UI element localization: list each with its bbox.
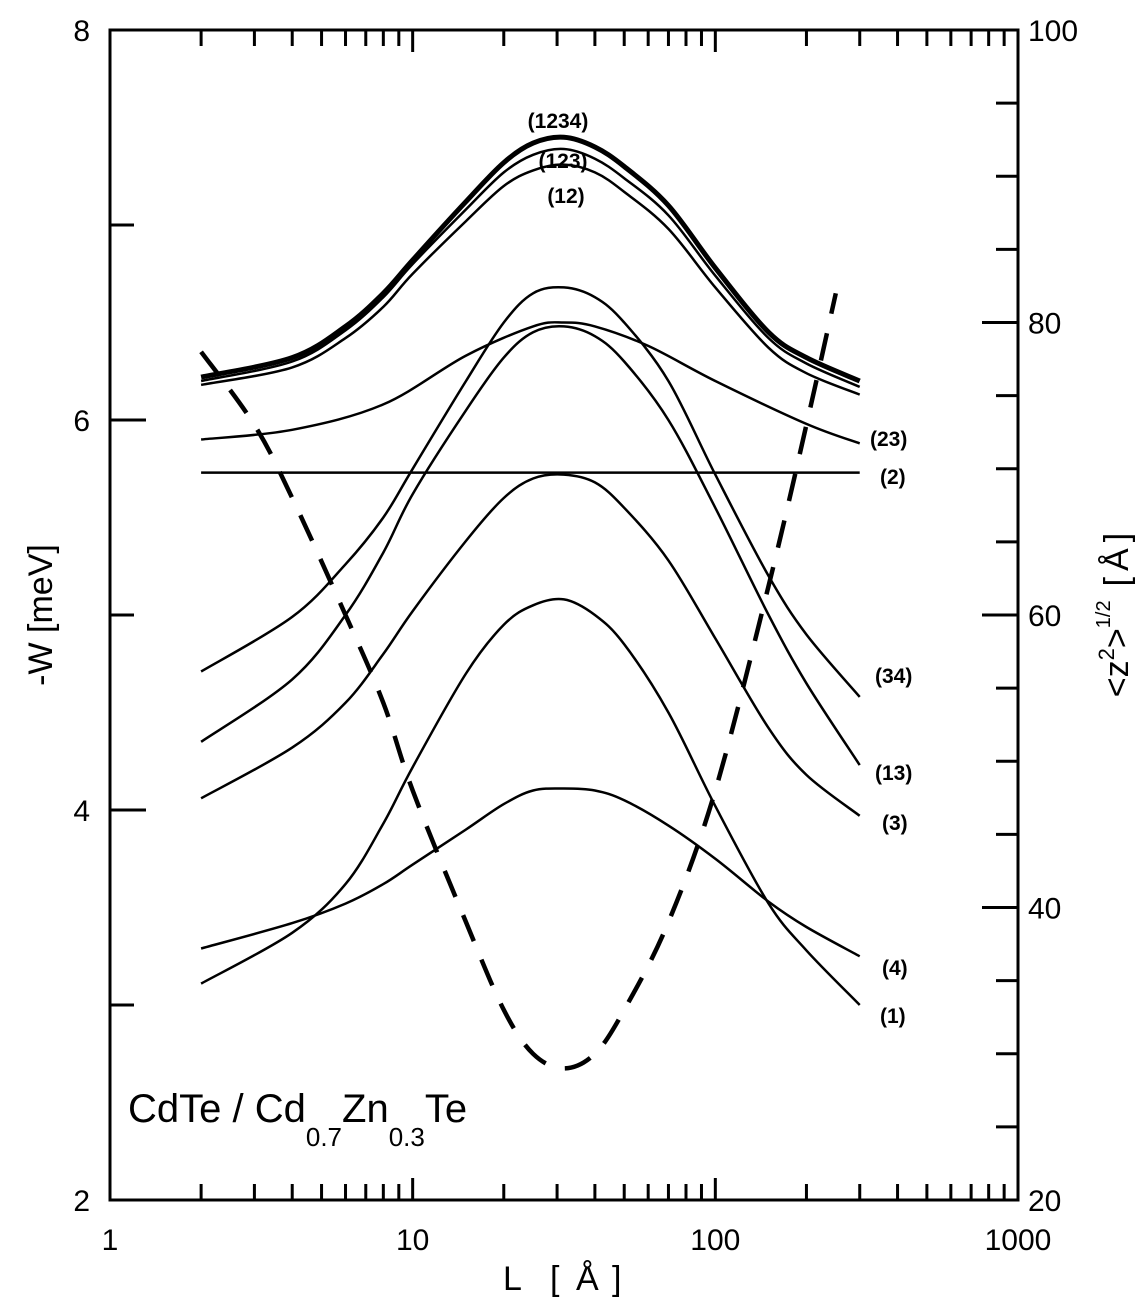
y-tick-label: 4: [73, 795, 90, 828]
x-tick-label: 1: [102, 1224, 119, 1257]
curve-label-123: (123): [538, 150, 587, 173]
y2-axis-bracket-close: ]: [1098, 533, 1136, 542]
series-line-1: [200, 597, 861, 1006]
y-tick-label: 8: [73, 15, 90, 48]
ticks-layer: [110, 30, 1018, 1200]
x-axis-bracket-close: ]: [612, 1260, 621, 1298]
curve-label-4: (4): [882, 957, 908, 980]
y2-tick-label: 80: [1028, 308, 1061, 341]
annotation-text: CdTe / Cd0.7Zn0.3Te: [128, 1087, 467, 1152]
annotation-sub2: 0.3: [389, 1122, 425, 1152]
annotation: CdTe / Cd0.7Zn0.3Te: [128, 1087, 467, 1152]
y2-axis-label: <z: [1098, 660, 1136, 697]
curve-label-34: (34): [875, 665, 912, 688]
series-line-4: [200, 787, 861, 958]
y-axis-label: -W [meV]: [22, 544, 60, 686]
annotation-sub1: 0.7: [306, 1122, 342, 1152]
x-axis-bracket-open: [: [550, 1260, 560, 1298]
y2-axis-bracket-open: [: [1098, 576, 1136, 586]
y-tick-label: 2: [73, 1185, 90, 1218]
curve-label-1: (1): [880, 1005, 906, 1028]
series-layer: [199, 134, 861, 1071]
curve-label-13: (13): [875, 762, 912, 785]
curve-label-2: (2): [880, 466, 906, 489]
series-line-34: [200, 285, 861, 698]
x-axis-title: L [ Å ]: [503, 1260, 621, 1298]
y2-axis-sup: 2: [1094, 648, 1119, 660]
y2-axis-exp: 1/2: [1093, 600, 1115, 628]
labels-layer: 1 10 100 1000 2 4 6 8 20 40 60 80 100 (1234) (123) (12)…: [73, 15, 1078, 1257]
x-axis-unit: Å: [576, 1260, 599, 1298]
y2-tick-label: 100: [1028, 15, 1078, 48]
series-line-3: [200, 473, 861, 817]
y2-tick-label: 60: [1028, 600, 1061, 633]
x-axis-label: L: [503, 1260, 522, 1298]
y2-axis-unit: Å: [1098, 548, 1136, 571]
series-line-13: [200, 324, 861, 766]
curve-label-23: (23): [870, 428, 907, 451]
y2-tick-label: 40: [1028, 893, 1061, 926]
annotation-base1: CdTe / Cd: [128, 1087, 306, 1131]
y2-tick-label: 20: [1028, 1185, 1061, 1218]
series-line-dashed: [199, 292, 838, 1071]
curve-label-12: (12): [547, 185, 584, 208]
x-tick-label: 1000: [985, 1224, 1052, 1257]
annotation-base2: Zn: [342, 1087, 389, 1131]
series-line-1234: [200, 134, 861, 384]
series-line-12: [200, 163, 861, 396]
y2-axis-title: <z2>1/2 [ Å]: [1093, 533, 1136, 697]
curve-label-1234: (1234): [528, 110, 589, 133]
y2-axis-text: <z2>1/2 [ Å]: [1093, 533, 1136, 697]
series-line-123: [200, 147, 861, 389]
plot-frame: [108, 28, 1020, 1202]
curve-label-3: (3): [882, 812, 908, 835]
annotation-base3: Te: [425, 1087, 467, 1131]
x-tick-label: 100: [690, 1224, 740, 1257]
x-tick-label: 10: [396, 1224, 429, 1257]
series-line-23: [200, 321, 861, 445]
y2-axis-close: >: [1098, 628, 1136, 648]
y-tick-label: 6: [73, 405, 90, 438]
